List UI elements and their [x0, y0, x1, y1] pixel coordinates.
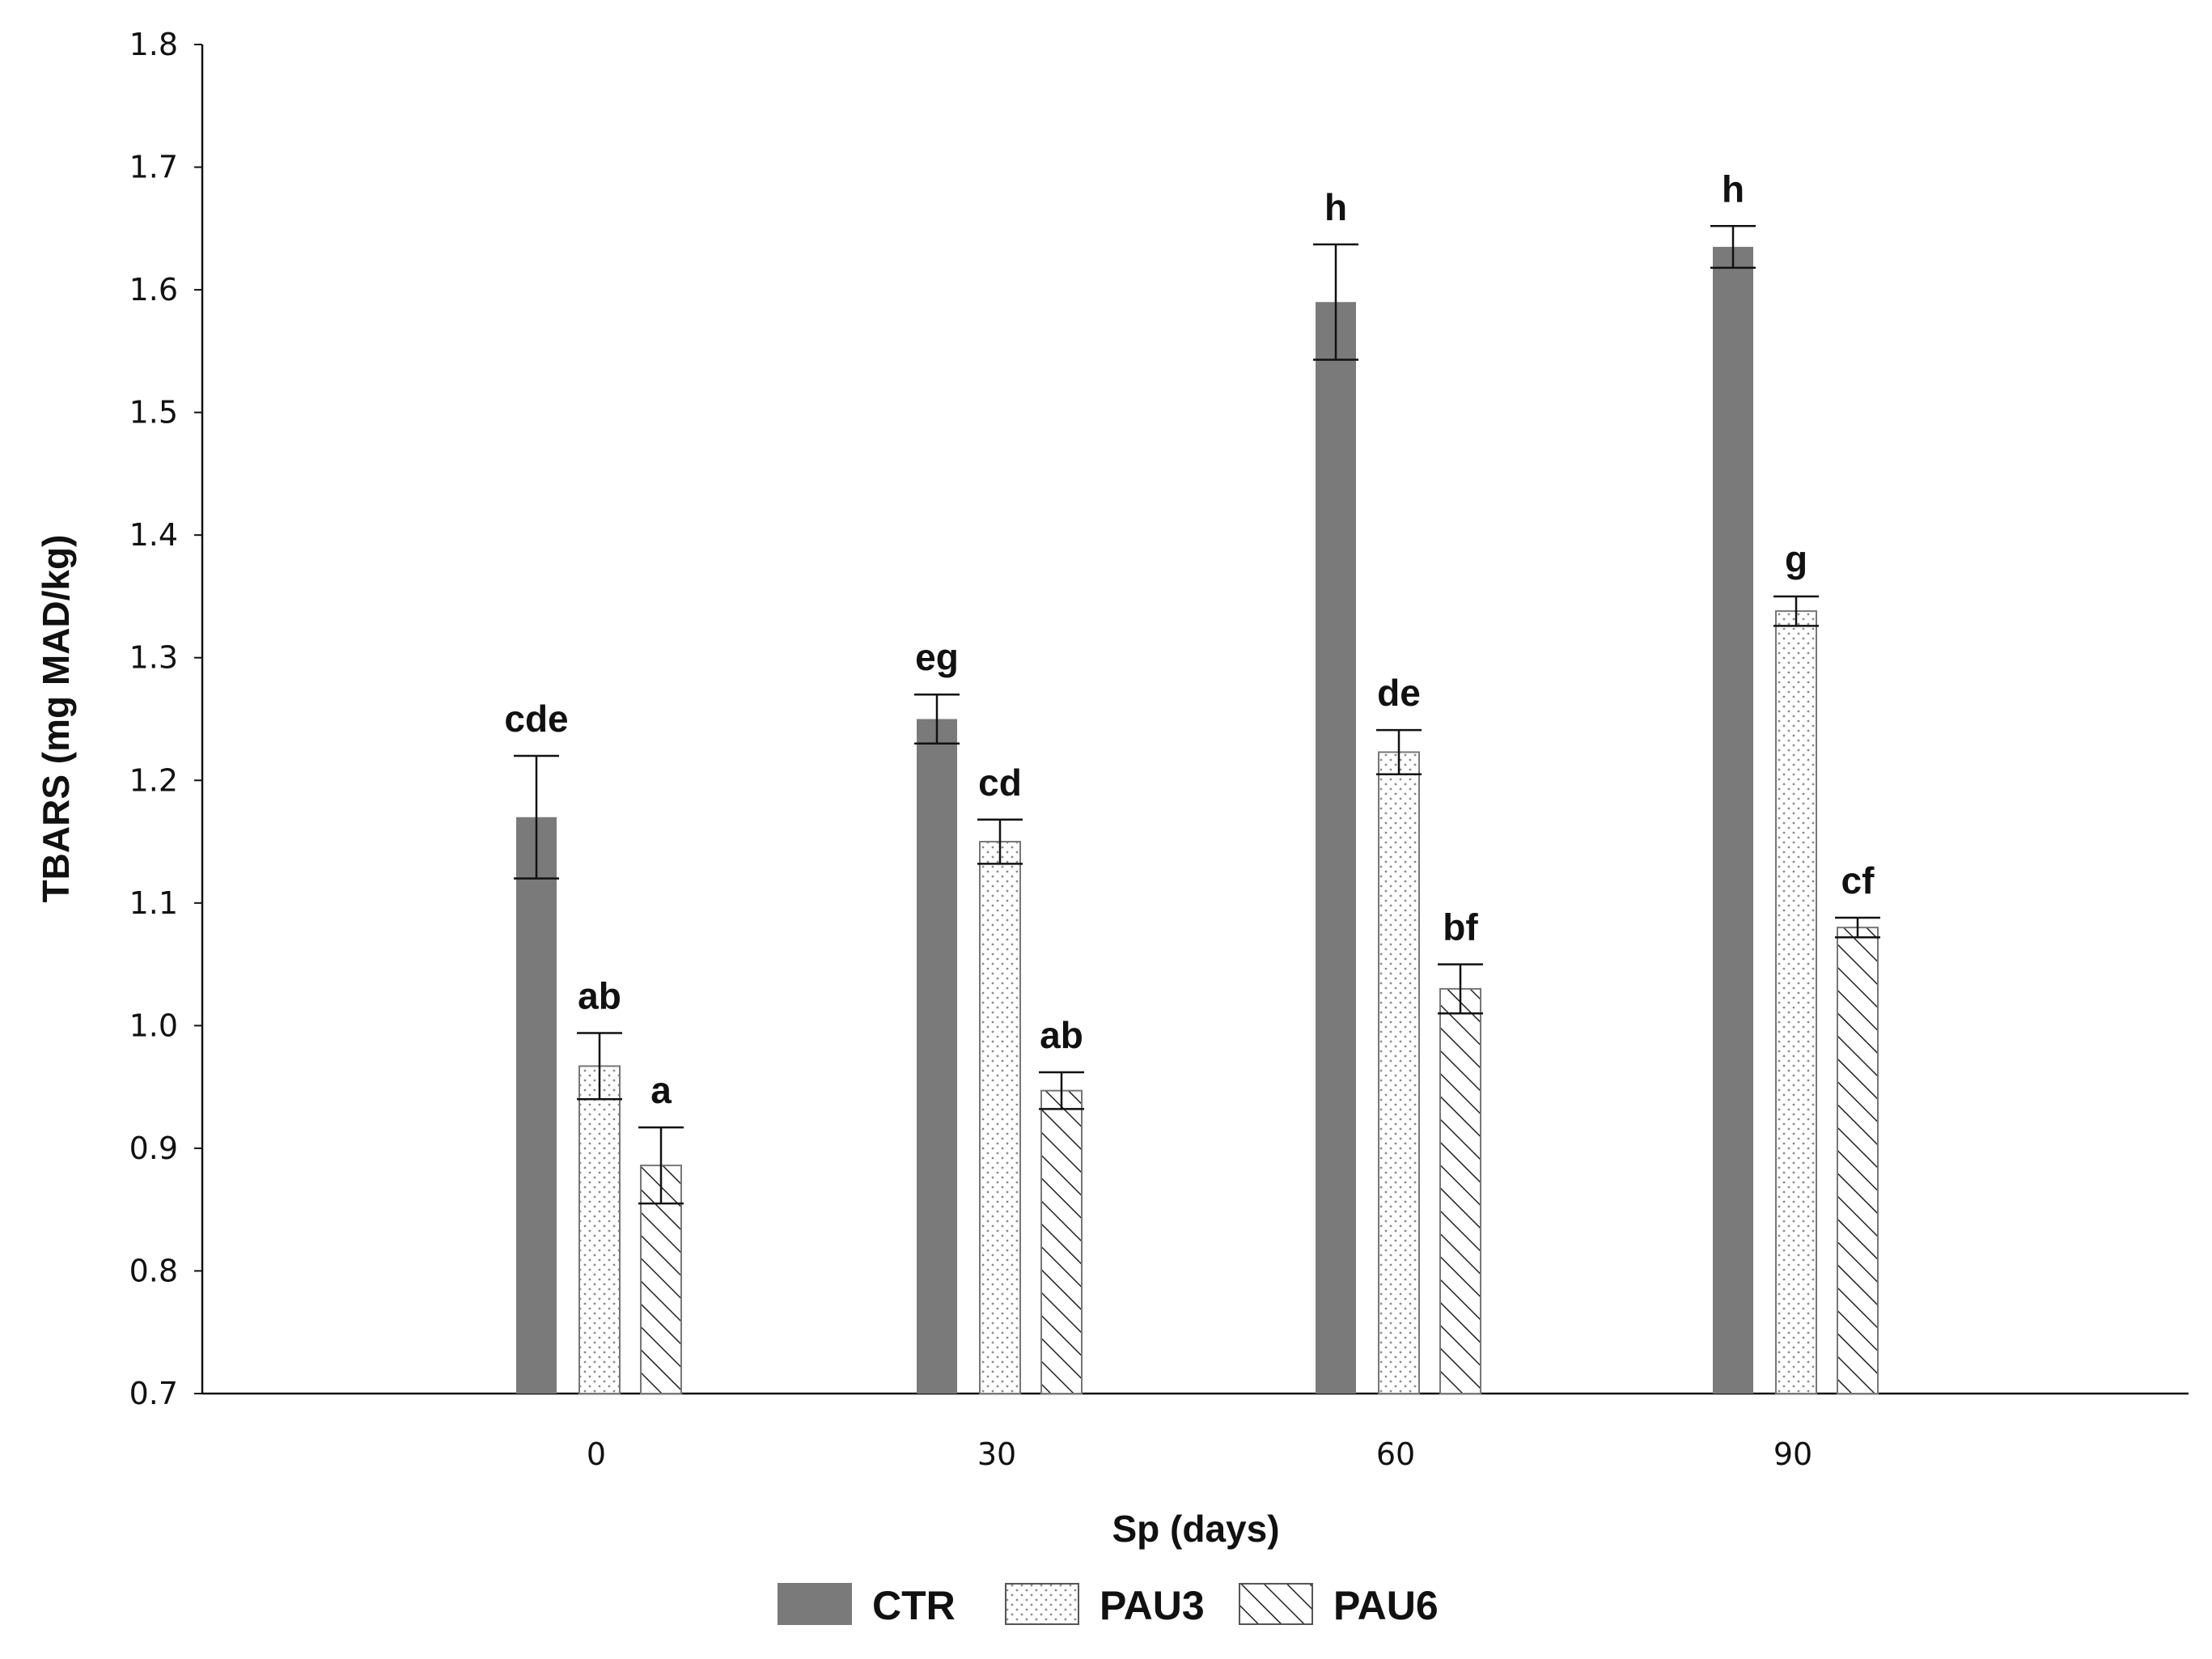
- legend-label-ctr: CTR: [872, 1583, 956, 1628]
- significance-label: g: [1785, 538, 1807, 580]
- bar-pau6: [1040, 1089, 1083, 1394]
- y-tick-label: 1.3: [129, 640, 178, 676]
- x-tick-label: 60: [1376, 1436, 1415, 1472]
- legend-swatch-pau6: [1239, 1583, 1313, 1625]
- y-tick-label: 1.4: [129, 517, 178, 553]
- bar-pau3: [578, 1065, 621, 1395]
- plot-area: 0.7 0.8 0.9 1.0 1.1 1.2 1.3 1.4 1.5 1.6 1.7 1.8 0 30 6…: [129, 27, 2189, 1472]
- y-tick-label: 1.1: [129, 885, 178, 921]
- significance-label: h: [1722, 168, 1744, 210]
- bar-ctr: [516, 817, 557, 1394]
- legend-label-pau3: PAU3: [1100, 1583, 1205, 1628]
- y-tick-label: 1.7: [129, 150, 178, 185]
- bar-pau6: [1439, 987, 1481, 1395]
- significance-label: a: [650, 1069, 672, 1111]
- significance-label: ab: [1040, 1014, 1083, 1056]
- significance-label: ab: [578, 974, 621, 1016]
- y-axis-title: TBARS (mg MAD/kg): [35, 535, 77, 903]
- significance-label: h: [1324, 186, 1347, 228]
- y-tick-label: 1.2: [129, 762, 178, 798]
- bar-ctr: [1713, 247, 1753, 1394]
- significance-label: cd: [978, 762, 1022, 804]
- x-tick-label: 90: [1773, 1436, 1812, 1472]
- bar-pau3: [1378, 751, 1420, 1394]
- legend-swatch-ctr: [778, 1583, 852, 1625]
- significance-label: cde: [504, 698, 568, 740]
- y-tick-label: 1.5: [129, 395, 178, 431]
- significance-label: cf: [1841, 859, 1875, 902]
- y-tick-label: 1.8: [129, 27, 178, 62]
- bar-pau3: [979, 841, 1021, 1394]
- significance-label: eg: [915, 636, 959, 678]
- legend-label-pau6: PAU6: [1333, 1583, 1439, 1628]
- x-tick-label: 0: [587, 1436, 606, 1472]
- x-tick-label: 30: [977, 1436, 1016, 1472]
- bar-pau3: [1775, 610, 1817, 1394]
- y-tick-label: 1.6: [129, 272, 178, 308]
- legend: CTR PAU3 PAU6: [778, 1583, 1439, 1628]
- significance-label: de: [1377, 672, 1421, 714]
- bar-ctr: [1316, 302, 1356, 1394]
- significance-label: bf: [1443, 906, 1478, 948]
- y-tick-label: 1.0: [129, 1008, 178, 1043]
- y-tick-label: 0.8: [129, 1253, 178, 1288]
- legend-swatch-pau3: [1005, 1583, 1079, 1625]
- x-axis-title: Sp (days): [1112, 1508, 1279, 1550]
- bar-ctr: [917, 719, 957, 1394]
- y-tick-label: 0.9: [129, 1131, 178, 1166]
- bar-pau6: [1837, 927, 1879, 1395]
- y-tick-label: 0.7: [129, 1376, 178, 1411]
